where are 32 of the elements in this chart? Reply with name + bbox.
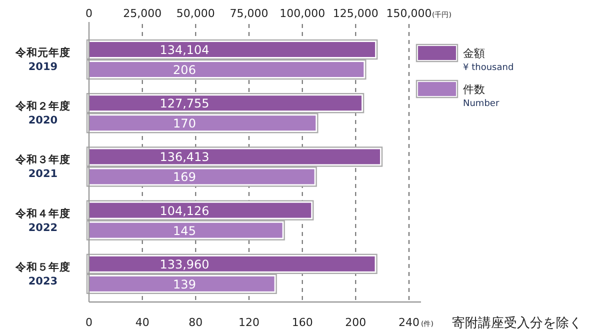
- legend-label: 金額 ¥ thousand: [463, 47, 514, 73]
- x-tick-label: 80: [188, 316, 203, 329]
- x2-tick-label: 150,000: [386, 7, 432, 20]
- x-tick-label: 240: [398, 316, 420, 329]
- x2-tick-label: 100,000: [280, 7, 326, 20]
- y-tick-label: 令和５年度 2023: [14, 260, 70, 288]
- x2-tick-label: 75,000: [230, 7, 268, 20]
- x2-tick-label: 125,000: [332, 7, 378, 20]
- data-label: 127,755: [160, 96, 210, 111]
- x-tick-label: 160: [292, 316, 313, 329]
- data-label: 145: [173, 224, 196, 238]
- text: 寄附講座受入分を除く: [452, 315, 582, 331]
- x2-tick-label: 50,000: [176, 7, 215, 20]
- data-label: 170: [173, 116, 196, 131]
- data-label: 169: [173, 170, 196, 184]
- data-label: 206: [173, 63, 196, 77]
- data-label: 134,104: [160, 43, 210, 57]
- y-tick-label: 令和３年度 2021: [14, 153, 70, 180]
- y-tick-label: 令和２年度 2020: [14, 100, 70, 127]
- data-label: 133,960: [160, 257, 210, 272]
- x2-tick-label: 25,000: [123, 7, 162, 20]
- x-tick-label: 0: [86, 316, 92, 329]
- x2-tick-label: 0: [86, 7, 92, 20]
- legend-label: 件数 Number: [463, 83, 500, 109]
- x-tick-label: 120: [238, 316, 260, 329]
- data-label: 104,126: [160, 204, 210, 218]
- x-tick-label: 40: [135, 316, 150, 329]
- data-label: 139: [173, 277, 196, 292]
- data-label: 136,413: [160, 150, 210, 164]
- y-tick-label: 令和４年度 2022: [14, 206, 70, 234]
- x-tick-label: 200: [345, 316, 366, 329]
- y-tick-label: 令和元年度 2019: [14, 46, 70, 73]
